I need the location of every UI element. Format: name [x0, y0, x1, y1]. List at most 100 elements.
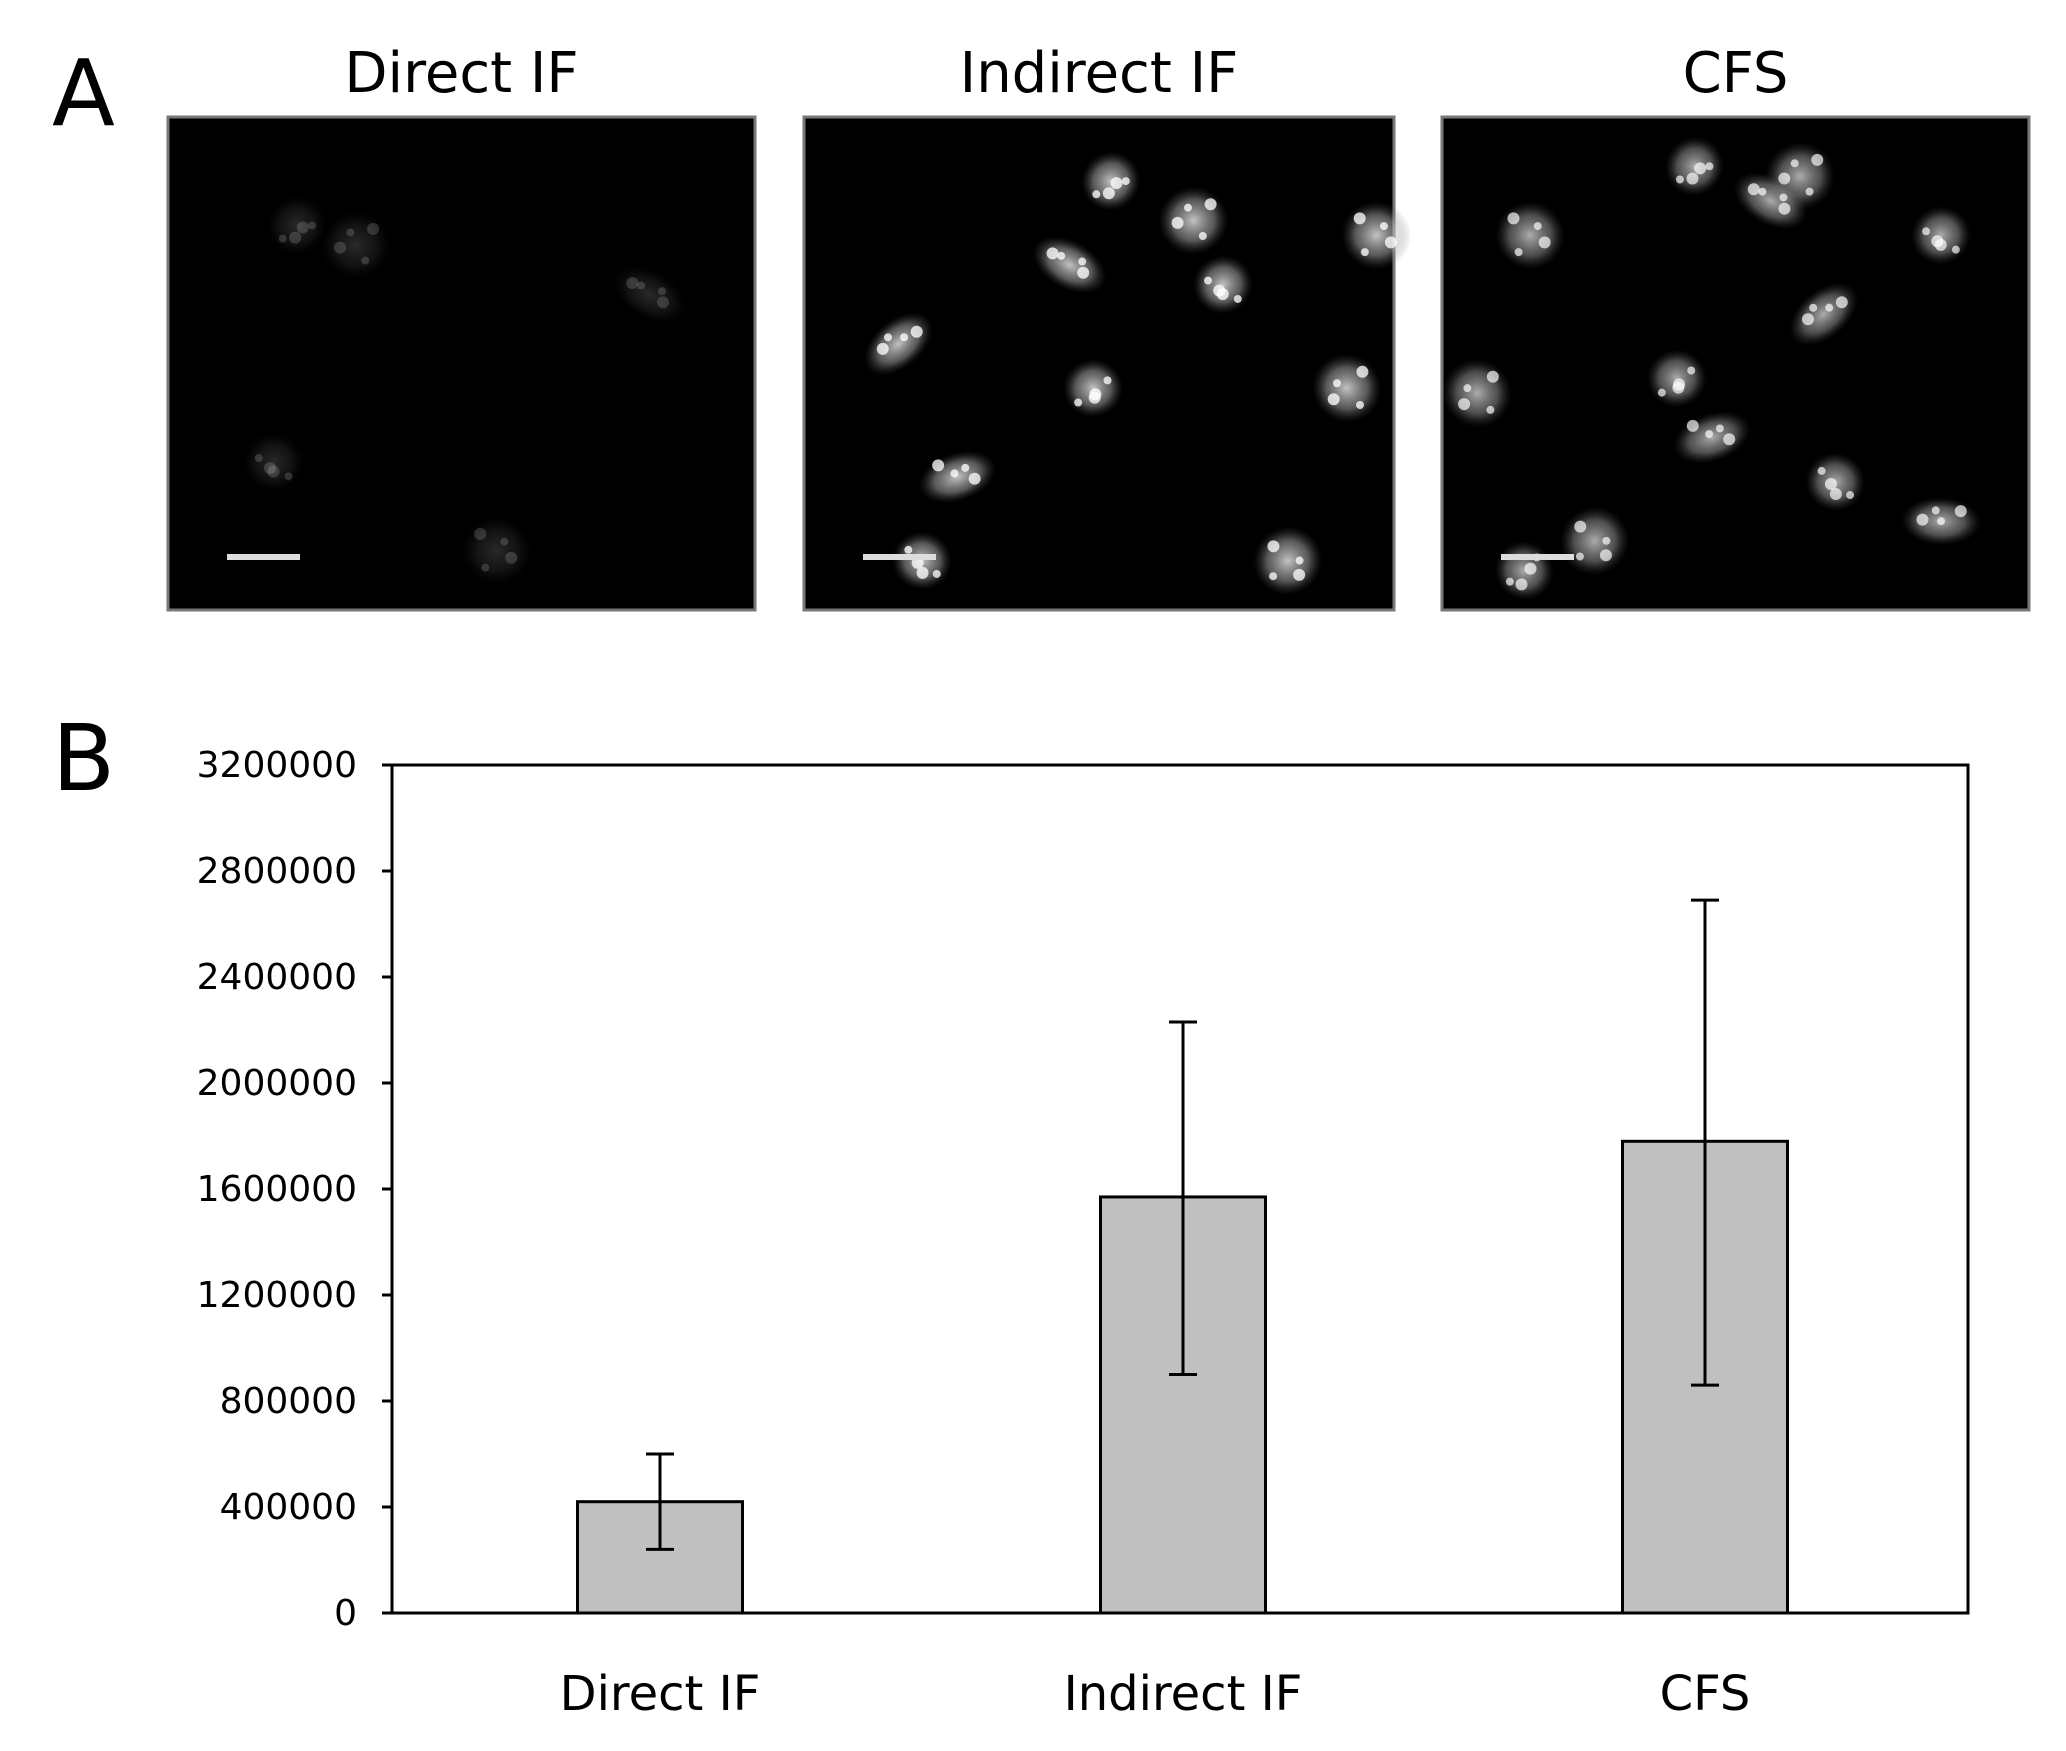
nuclear-focus	[254, 454, 263, 463]
nuclear-focus	[1747, 183, 1760, 196]
error-bars-group	[646, 898, 1719, 1551]
nuclear-focus	[1846, 491, 1855, 500]
nuclear-focus	[1121, 177, 1130, 186]
nuclear-focus	[1801, 313, 1814, 326]
nuclear-focus	[1811, 153, 1824, 166]
nuclear-focus	[505, 551, 518, 564]
nuclear-focus	[900, 333, 909, 342]
nuclear-focus	[1295, 556, 1304, 565]
nuclear-focus	[1103, 376, 1112, 385]
nuclear-focus	[932, 569, 941, 578]
nuclear-focus	[1074, 398, 1083, 407]
y-tick-label: 3200000	[197, 745, 357, 786]
nuclear-focus	[1931, 506, 1940, 515]
nuclear-focus	[1505, 577, 1514, 586]
nuclear-focus	[916, 566, 929, 579]
nuclear-focus	[264, 462, 277, 475]
nuclear-focus	[1332, 379, 1341, 388]
cell-nucleus	[267, 195, 327, 255]
nuclear-focus	[932, 459, 945, 472]
nuclear-focus	[1954, 505, 1967, 518]
nuclear-focus	[1824, 477, 1837, 490]
nuclear-focus	[1825, 303, 1834, 312]
nuclear-focus	[267, 465, 280, 478]
nuclear-focus	[1835, 296, 1848, 309]
nuclear-focus	[1715, 424, 1724, 433]
nuclear-focus	[968, 472, 981, 485]
nuclear-focus	[1809, 303, 1818, 312]
nuclear-focus	[1675, 175, 1684, 184]
y-tick-label: 2400000	[197, 957, 357, 998]
nuclear-focus	[1686, 172, 1699, 185]
panel-b-label: B	[52, 705, 115, 812]
cell-nucleus	[320, 211, 391, 280]
x-category-label: CFS	[1660, 1666, 1751, 1722]
nuclear-focus	[910, 325, 923, 338]
nuclear-focus	[1198, 231, 1207, 240]
nuclear-focus	[1486, 405, 1495, 414]
nuclear-focus	[1204, 198, 1217, 211]
nuclear-focus	[1046, 247, 1059, 260]
nuclear-focus	[1829, 487, 1842, 500]
nuclear-focus	[1463, 384, 1472, 393]
nuclear-focus	[289, 231, 302, 244]
x-category-label: Indirect IF	[1064, 1666, 1303, 1722]
nuclear-focus	[361, 256, 370, 265]
nuclear-focus	[278, 234, 287, 243]
nuclear-focus	[1327, 393, 1340, 406]
nuclear-focus	[1360, 248, 1369, 257]
nuclear-focus	[284, 472, 293, 481]
nuclear-focus	[1384, 236, 1397, 249]
nuclear-focus	[1379, 222, 1388, 231]
nuclear-focus	[1602, 536, 1611, 545]
y-tick-label: 800000	[220, 1381, 357, 1422]
x-category-label: Direct IF	[560, 1666, 761, 1722]
micrograph-panel: Indirect IF	[802, 41, 1412, 612]
y-tick-label: 2000000	[197, 1063, 357, 1104]
nuclear-focus	[1758, 187, 1767, 196]
nuclear-focus	[1102, 187, 1115, 200]
nuclear-focus	[1705, 162, 1714, 171]
nuclear-focus	[1779, 193, 1788, 202]
micrograph-row: Direct IF Indirect IF CFS	[166, 41, 2031, 612]
micrograph-title: Indirect IF	[960, 41, 1239, 106]
nuclear-focus	[626, 276, 639, 289]
nuclear-focus	[481, 563, 490, 572]
nuclear-focus	[1515, 578, 1528, 591]
nuclear-focus	[1184, 203, 1193, 212]
panel-a-label: A	[52, 40, 115, 147]
nuclear-focus	[1778, 202, 1791, 215]
nuclear-focus	[904, 545, 913, 554]
nuclear-focus	[1916, 513, 1929, 526]
nuclear-focus	[658, 287, 667, 296]
bar-chart: 0 400000 800000 1200000 1600000 2000000 240000…	[197, 745, 1970, 1722]
nuclear-focus	[657, 296, 670, 309]
nuclear-focus	[1574, 520, 1587, 533]
nuclear-focus	[637, 281, 646, 290]
micrograph-title: CFS	[1683, 41, 1789, 106]
nuclear-focus	[1213, 284, 1226, 297]
y-tick-label: 1600000	[197, 1169, 357, 1210]
nuclear-focus	[1458, 398, 1471, 411]
nuclear-focus	[1723, 433, 1736, 446]
nuclear-focus	[1817, 466, 1826, 475]
nuclear-focus	[1293, 568, 1306, 581]
nuclear-focus	[1355, 400, 1364, 409]
nuclear-focus	[1937, 517, 1946, 526]
nuclear-focus	[1575, 552, 1584, 561]
nuclear-focus	[1092, 190, 1101, 199]
nuclear-focus	[1931, 235, 1944, 248]
nuclear-focus	[1533, 222, 1542, 231]
nuclear-focus	[1171, 216, 1184, 229]
nuclear-focus	[1790, 159, 1799, 168]
plot-frame	[390, 763, 1970, 1615]
nuclear-focus	[1687, 366, 1696, 375]
nuclear-focus	[500, 537, 509, 546]
nuclear-focus	[1694, 162, 1707, 175]
y-tick-label: 1200000	[197, 1275, 357, 1316]
nuclear-focus	[1524, 562, 1537, 575]
x-axis: Direct IF Indirect IF CFS	[560, 1666, 1751, 1722]
nuclear-focus	[1486, 370, 1499, 383]
nuclear-focus	[1353, 212, 1366, 225]
